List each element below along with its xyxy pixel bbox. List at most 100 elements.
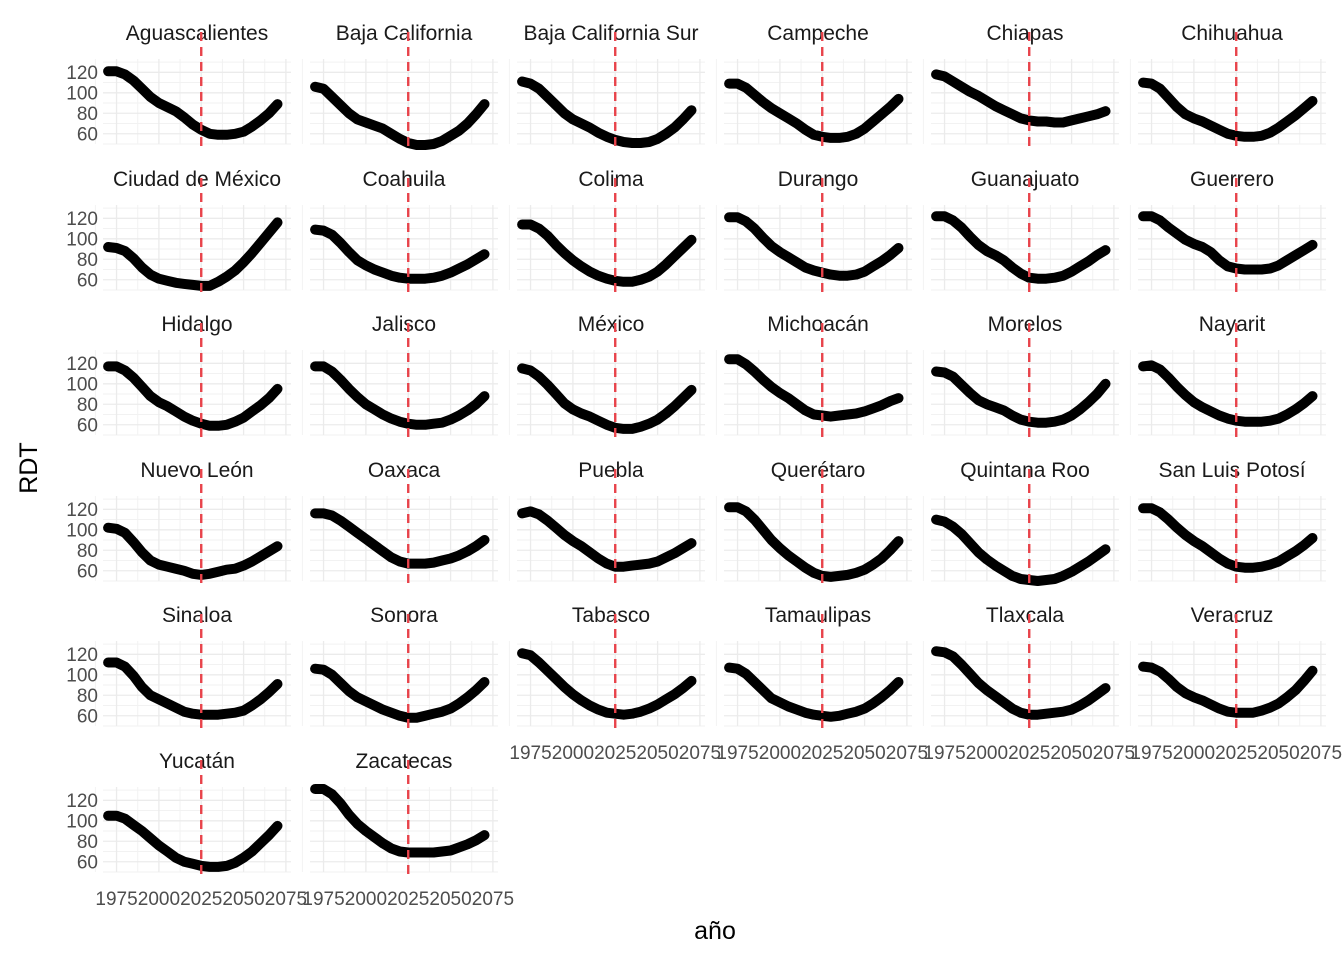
facet-panel-chiapas: Chiapas <box>922 22 1119 147</box>
x-tick-label: 2025 <box>1215 743 1257 764</box>
x-tick-label: 1975 <box>302 889 344 910</box>
series-line <box>724 78 904 143</box>
series-line <box>724 662 904 722</box>
y-tick-label: 60 <box>77 270 98 291</box>
series-line <box>103 657 283 720</box>
facet-strip-label: Sonora <box>370 604 438 627</box>
facet-panel-guerrero: Guerrero <box>1129 168 1326 293</box>
series-line <box>103 522 283 580</box>
x-tick-label: 2075 <box>472 889 514 910</box>
facet-panel-campeche: Campeche <box>715 22 912 147</box>
y-tick-label: 80 <box>77 686 98 707</box>
x-tick-label: 2025 <box>801 743 843 764</box>
facet-panel-veracruz: Veracruz <box>1129 604 1326 729</box>
facet-strip-label: Nuevo León <box>140 459 253 482</box>
facet-strip-label: Zacatecas <box>356 750 453 773</box>
facet-panel-san-luis-potosí: San Luis Potosí <box>1129 459 1326 584</box>
facet-panel-jalisco: Jalisco <box>301 313 498 438</box>
facet-strip-label: Morelos <box>988 313 1063 336</box>
facet-panel-michoacán: Michoacán <box>715 313 912 438</box>
x-tick-label: 2025 <box>1008 743 1050 764</box>
facet-strip-label: Baja California Sur <box>523 22 698 45</box>
facet-strip-label: Durango <box>778 168 859 191</box>
facet-strip-label: Coahuila <box>363 168 446 191</box>
facet-strip-label: Oaxaca <box>368 459 441 482</box>
x-tick-label: 1975 <box>509 743 551 764</box>
series-line <box>1138 77 1318 142</box>
series-line <box>724 212 904 281</box>
facet-panel-tamaulipas: Tamaulipas <box>715 604 912 729</box>
y-tick-label: 80 <box>77 832 98 853</box>
series-line <box>1138 360 1318 427</box>
x-tick-label: 2000 <box>552 743 594 764</box>
facet-panel-morelos: Morelos <box>922 313 1119 438</box>
y-tick-label: 120 <box>66 209 98 230</box>
series-line <box>517 219 697 287</box>
series-line <box>310 224 490 284</box>
facet-strip-label: Aguascalientes <box>126 22 268 45</box>
x-tick-label: 2075 <box>886 743 928 764</box>
facet-strip-label: Guanajuato <box>971 168 1080 191</box>
x-tick-label: 2000 <box>759 743 801 764</box>
series-line <box>724 502 904 582</box>
facet-panel-quintana-roo: Quintana Roo <box>922 459 1119 586</box>
x-tick-label: 2075 <box>265 889 307 910</box>
facet-strip-label: Tlaxcala <box>986 604 1065 627</box>
facet-strip-label: Jalisco <box>372 313 436 336</box>
x-tick-label: 2050 <box>1257 743 1299 764</box>
series-line <box>310 508 490 569</box>
y-tick-label: 100 <box>66 83 98 104</box>
x-tick-label: 2025 <box>594 743 636 764</box>
y-tick-label: 120 <box>66 791 98 812</box>
facet-panel-sonora: Sonora <box>301 604 498 729</box>
series-line <box>517 363 697 434</box>
series-line <box>931 211 1111 284</box>
y-tick-label: 80 <box>77 104 98 125</box>
x-tick-label: 1975 <box>716 743 758 764</box>
series-line <box>931 69 1111 128</box>
x-tick-label: 2050 <box>1050 743 1092 764</box>
y-tick-label: 80 <box>77 395 98 416</box>
x-tick-label: 2075 <box>1300 743 1342 764</box>
series-line <box>103 66 283 140</box>
y-tick-label: 80 <box>77 250 98 271</box>
x-tick-label: 2000 <box>138 889 180 910</box>
facet-strip-label: Hidalgo <box>161 313 232 336</box>
facet-panel-nayarit: Nayarit <box>1129 313 1326 438</box>
facet-panel-oaxaca: Oaxaca <box>301 459 498 584</box>
y-tick-label: 60 <box>77 852 98 873</box>
series-line <box>103 361 283 431</box>
facet-strip-label: Baja California <box>336 22 473 45</box>
x-tick-label: 1975 <box>1130 743 1172 764</box>
x-tick-label: 2050 <box>843 743 885 764</box>
series-line <box>931 514 1111 586</box>
facet-strip-label: Chiapas <box>986 22 1063 45</box>
series-line <box>310 81 490 150</box>
series-line <box>1138 211 1318 275</box>
series-line <box>103 217 283 291</box>
y-tick-label: 120 <box>66 500 98 521</box>
facet-strip-label: Quintana Roo <box>960 459 1090 482</box>
x-tick-label: 1975 <box>95 889 137 910</box>
x-tick-label: 2050 <box>222 889 264 910</box>
x-tick-label: 2025 <box>387 889 429 910</box>
y-tick-label: 80 <box>77 541 98 562</box>
facet-strip-label: Chihuahua <box>1181 22 1283 45</box>
facet-strip-label: Campeche <box>767 22 869 45</box>
facet-strip-label: Guerrero <box>1190 168 1274 191</box>
x-tick-label: 2075 <box>1093 743 1135 764</box>
series-line <box>103 810 283 872</box>
y-tick-label: 60 <box>77 561 98 582</box>
series-line <box>517 648 697 720</box>
series-line <box>310 361 490 430</box>
y-tick-label: 60 <box>77 415 98 436</box>
facet-strip-label: Querétaro <box>771 459 866 482</box>
facet-strip-label: Veracruz <box>1191 604 1274 627</box>
facet-panel-baja-california: Baja California <box>301 22 498 150</box>
facet-panel-tlaxcala: Tlaxcala <box>922 604 1119 729</box>
series-line <box>1138 661 1318 718</box>
